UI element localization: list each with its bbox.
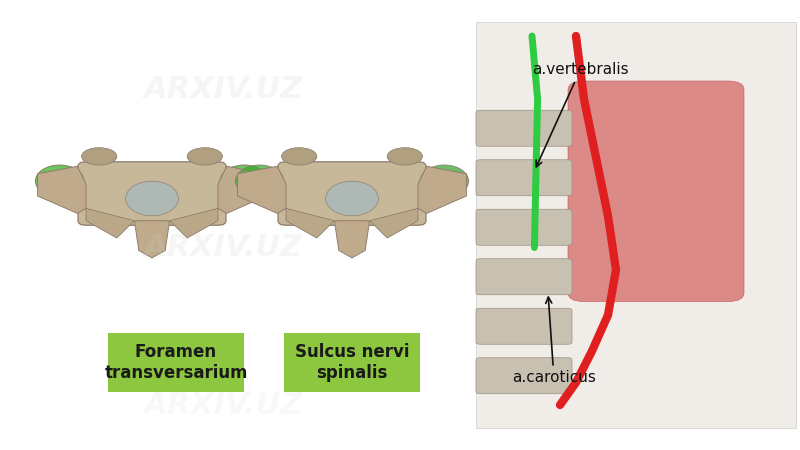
Polygon shape: [238, 166, 286, 213]
Text: Sulcus nervi
spinalis: Sulcus nervi spinalis: [294, 343, 410, 382]
FancyBboxPatch shape: [476, 358, 572, 394]
Text: Foramen
transversarium: Foramen transversarium: [104, 343, 248, 382]
Polygon shape: [286, 208, 334, 238]
Ellipse shape: [187, 148, 222, 165]
Ellipse shape: [126, 181, 178, 216]
Ellipse shape: [282, 148, 317, 165]
Polygon shape: [38, 166, 86, 213]
Polygon shape: [134, 221, 170, 258]
Polygon shape: [218, 166, 266, 213]
FancyBboxPatch shape: [476, 308, 572, 344]
FancyBboxPatch shape: [278, 162, 426, 225]
FancyBboxPatch shape: [476, 209, 572, 245]
Polygon shape: [170, 208, 218, 238]
FancyBboxPatch shape: [108, 333, 244, 392]
Text: ARXIV.UZ: ARXIV.UZ: [144, 76, 304, 104]
Ellipse shape: [387, 148, 422, 165]
Text: ARXIV.UZ: ARXIV.UZ: [144, 391, 304, 419]
Polygon shape: [86, 208, 134, 238]
Ellipse shape: [420, 165, 469, 197]
Text: a.vertebralis: a.vertebralis: [532, 62, 629, 167]
Ellipse shape: [35, 165, 84, 197]
Ellipse shape: [82, 148, 117, 165]
Text: ARXIV.UZ: ARXIV.UZ: [144, 233, 304, 262]
Polygon shape: [418, 166, 466, 213]
FancyBboxPatch shape: [284, 333, 420, 392]
Ellipse shape: [326, 181, 378, 216]
Ellipse shape: [235, 165, 284, 197]
Polygon shape: [370, 208, 418, 238]
FancyBboxPatch shape: [78, 162, 226, 225]
FancyBboxPatch shape: [476, 22, 796, 427]
Text: a.caroticus: a.caroticus: [512, 297, 596, 386]
FancyBboxPatch shape: [476, 110, 572, 146]
FancyBboxPatch shape: [476, 259, 572, 295]
Polygon shape: [334, 221, 370, 258]
Ellipse shape: [220, 165, 269, 197]
FancyBboxPatch shape: [568, 81, 744, 302]
FancyBboxPatch shape: [476, 160, 572, 196]
